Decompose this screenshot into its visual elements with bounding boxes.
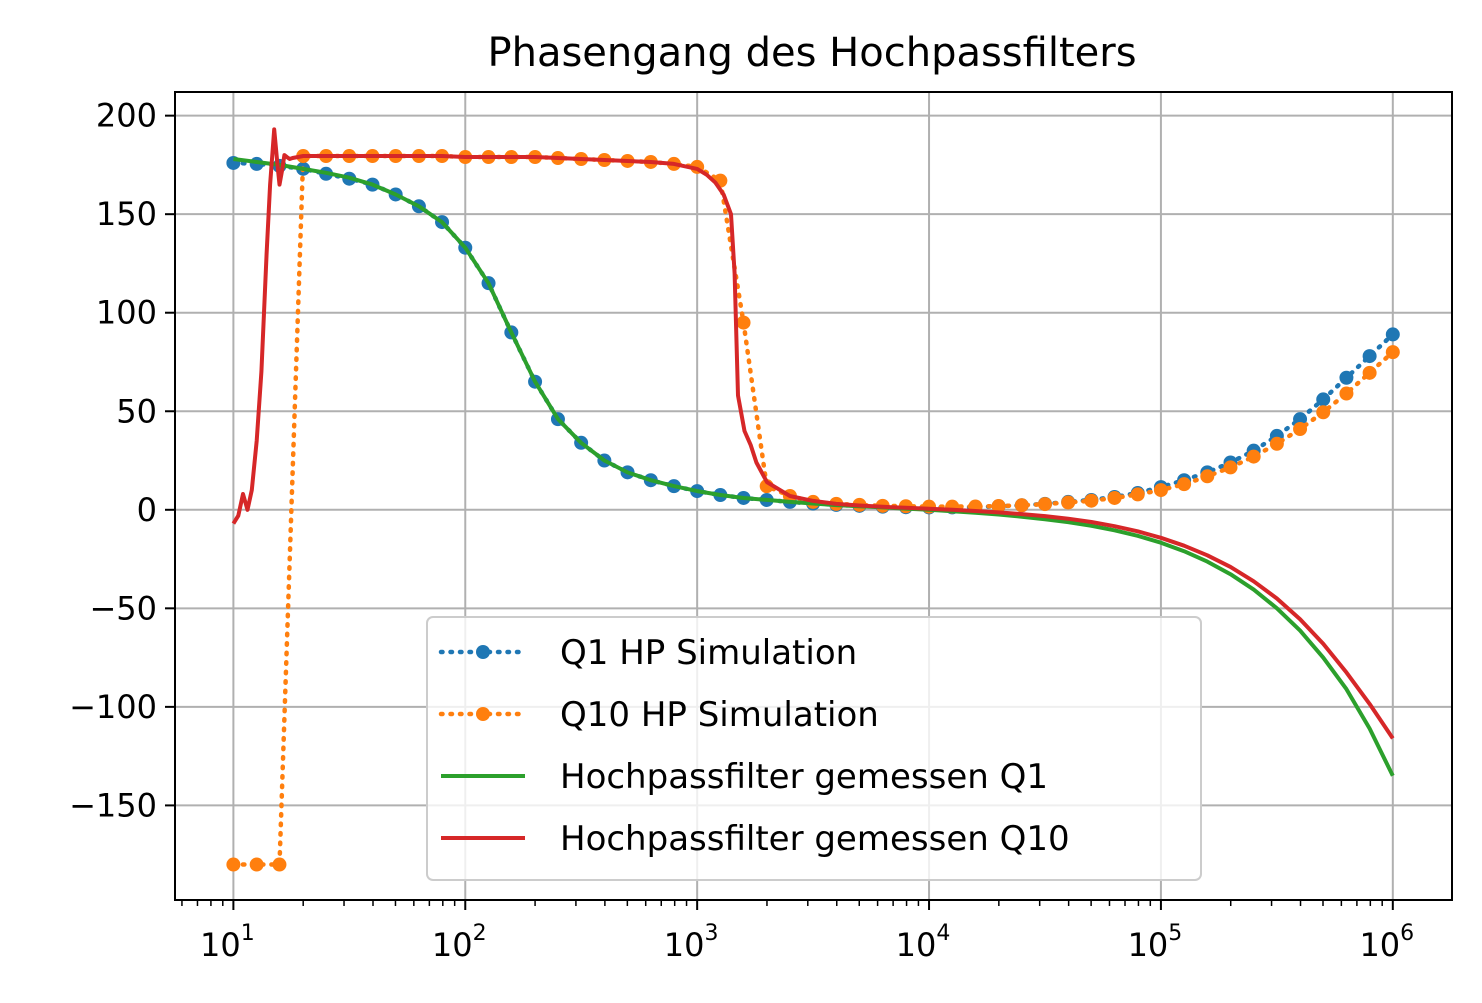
- y-tick-label: 50: [116, 392, 157, 430]
- data-point: [1153, 483, 1168, 498]
- data-point: [1269, 436, 1284, 451]
- data-point: [1339, 386, 1354, 401]
- series-3: [233, 157, 1395, 777]
- data-point: [1130, 487, 1145, 502]
- legend-item: Hochpassfilter gemessen Q1: [441, 757, 1048, 797]
- x-axis: 101 102 103 104 105 106: [181, 900, 1414, 964]
- y-tick-label: −150: [69, 786, 157, 824]
- x-tick-label-exponent: 6: [1400, 921, 1414, 946]
- x-tick-label: 103: [664, 921, 719, 964]
- x-tick-label: 101: [200, 921, 255, 964]
- data-point: [1246, 449, 1261, 464]
- x-tick-label: 104: [896, 921, 951, 964]
- legend-label: Q1 HP Simulation: [560, 633, 857, 673]
- data-point: [1061, 495, 1076, 510]
- legend-label: Hochpassfilter gemessen Q10: [560, 819, 1070, 859]
- y-tick-label: 100: [96, 294, 157, 332]
- data-point: [1362, 365, 1377, 380]
- data-point: [1177, 477, 1192, 492]
- x-tick-label-base: 10: [896, 926, 937, 964]
- data-point: [249, 857, 264, 872]
- x-tick-label: 105: [1128, 921, 1183, 964]
- y-tick-label: 200: [96, 97, 157, 135]
- data-point: [991, 499, 1006, 514]
- x-tick-label-exponent: 3: [705, 921, 719, 946]
- legend-swatch-marker: [476, 645, 490, 659]
- data-point: [1014, 498, 1029, 513]
- data-point: [1293, 412, 1308, 427]
- x-tick-label-base: 10: [200, 926, 241, 964]
- y-tick-label: −50: [89, 589, 157, 627]
- legend-swatch-marker: [476, 707, 490, 721]
- x-tick-label-exponent: 4: [936, 921, 950, 946]
- data-point: [1339, 370, 1354, 385]
- x-tick-label-base: 10: [432, 926, 473, 964]
- legend-item: Q1 HP Simulation: [438, 633, 857, 673]
- data-point: [1316, 392, 1331, 407]
- legend-item: Hochpassfilter gemessen Q10: [441, 819, 1070, 859]
- data-point: [1385, 327, 1400, 342]
- y-tick-label: 0: [137, 491, 157, 529]
- data-point: [1223, 460, 1238, 475]
- legend-item: Q10 HP Simulation: [438, 695, 879, 735]
- x-tick-label-base: 10: [664, 926, 705, 964]
- legend: Q1 HP Simulation Q10 HP Simulation Hochpas…: [426, 616, 1202, 881]
- y-tick-label: 150: [96, 195, 157, 233]
- data-point: [1362, 349, 1377, 364]
- chart-title: Phasengang des Hochpassfilters: [487, 30, 1136, 76]
- x-tick-label: 102: [432, 921, 487, 964]
- data-point: [1037, 497, 1052, 512]
- y-axis: 200 150 100 50 0 −50 −100 −150: [69, 97, 175, 824]
- data-point: [1084, 493, 1099, 508]
- series-line: [233, 157, 1395, 777]
- x-tick-label-exponent: 2: [473, 921, 487, 946]
- x-tick-label-exponent: 5: [1168, 921, 1182, 946]
- x-tick-label-exponent: 1: [241, 921, 255, 946]
- x-tick-label-base: 10: [1359, 926, 1400, 964]
- x-tick-label: 106: [1359, 921, 1414, 964]
- data-point: [226, 857, 241, 872]
- legend-label: Q10 HP Simulation: [560, 695, 879, 735]
- data-point: [1107, 490, 1122, 505]
- data-point: [736, 315, 751, 330]
- data-point: [1316, 405, 1331, 420]
- x-tick-label-base: 10: [1128, 926, 1169, 964]
- data-point: [1200, 469, 1215, 484]
- data-point: [272, 857, 287, 872]
- series-line: [231, 127, 1395, 740]
- series-4: [231, 127, 1395, 740]
- series-layer: [226, 127, 1400, 872]
- plot-frame: [174, 91, 1453, 901]
- legend-box: [426, 616, 1202, 881]
- y-tick-label: −100: [69, 688, 157, 726]
- data-point: [1385, 345, 1400, 360]
- data-point: [1293, 421, 1308, 436]
- legend-label: Hochpassfilter gemessen Q1: [560, 757, 1048, 797]
